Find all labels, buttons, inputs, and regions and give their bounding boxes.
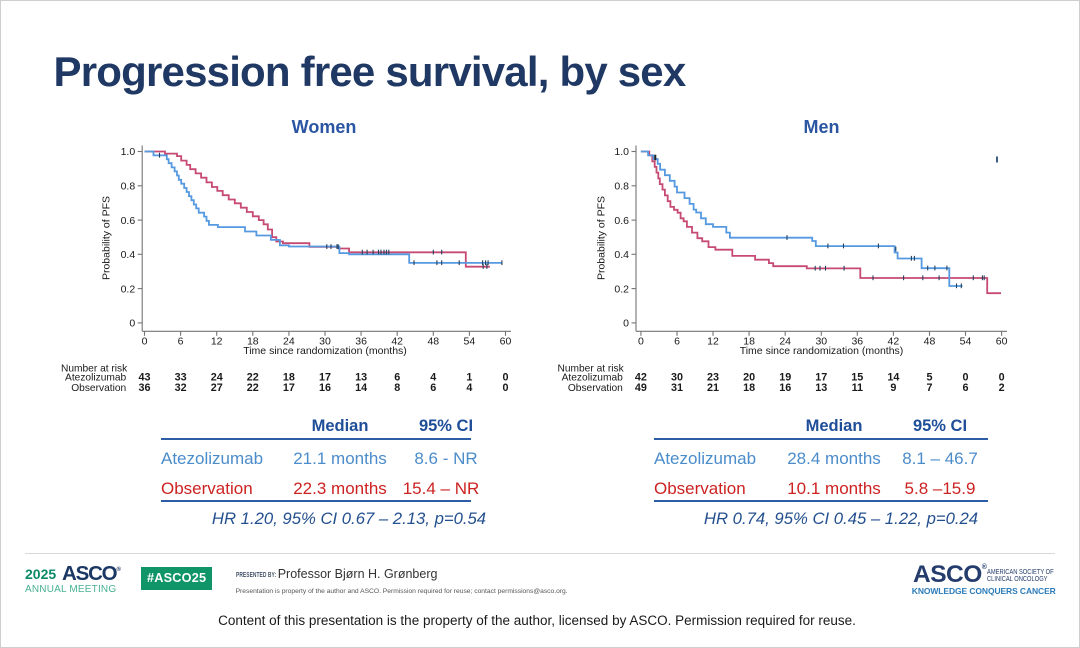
svg-text:4: 4 xyxy=(466,382,472,394)
svg-text:0: 0 xyxy=(623,318,629,330)
svg-text:30: 30 xyxy=(319,336,331,348)
svg-text:0: 0 xyxy=(129,318,135,330)
svg-text:33: 33 xyxy=(175,372,187,384)
svg-text:31: 31 xyxy=(671,382,683,394)
svg-text:48: 48 xyxy=(427,336,439,348)
svg-text:54: 54 xyxy=(960,336,972,348)
svg-text:0: 0 xyxy=(502,382,508,394)
svg-text:0: 0 xyxy=(142,336,148,348)
svg-text:30: 30 xyxy=(815,336,827,348)
svg-text:0.2: 0.2 xyxy=(121,283,136,295)
svg-text:24: 24 xyxy=(283,336,295,348)
svg-text:Number at risk: Number at risk xyxy=(558,363,625,374)
svg-text:Observation: Observation xyxy=(71,383,126,394)
svg-text:17: 17 xyxy=(815,372,827,384)
svg-text:Time since randomization (mont: Time since randomization (months) xyxy=(740,345,904,357)
svg-text:18: 18 xyxy=(743,382,755,394)
svg-text:36: 36 xyxy=(355,336,367,348)
svg-text:16: 16 xyxy=(779,382,791,394)
svg-text:8: 8 xyxy=(394,382,400,394)
svg-text:0.8: 0.8 xyxy=(121,181,136,193)
svg-text:6: 6 xyxy=(430,382,436,394)
svg-text:13: 13 xyxy=(355,372,367,384)
svg-text:0: 0 xyxy=(638,336,644,348)
svg-text:54: 54 xyxy=(464,336,476,348)
svg-text:32: 32 xyxy=(175,382,187,394)
svg-text:0.6: 0.6 xyxy=(614,215,629,227)
svg-text:6: 6 xyxy=(394,372,400,384)
svg-text:16: 16 xyxy=(319,382,331,394)
svg-text:Observation: Observation xyxy=(568,383,623,394)
svg-text:7: 7 xyxy=(926,382,932,394)
svg-text:23: 23 xyxy=(707,372,719,384)
svg-text:6: 6 xyxy=(674,336,680,348)
svg-text:Probability of PFS: Probability of PFS xyxy=(101,196,113,280)
svg-text:12: 12 xyxy=(707,336,719,348)
svg-text:43: 43 xyxy=(138,372,150,384)
svg-text:15: 15 xyxy=(851,372,863,384)
svg-text:18: 18 xyxy=(283,372,295,384)
svg-text:13: 13 xyxy=(815,382,827,394)
svg-text:42: 42 xyxy=(391,336,403,348)
svg-text:0.4: 0.4 xyxy=(614,249,629,261)
svg-text:19: 19 xyxy=(779,372,791,384)
svg-text:22: 22 xyxy=(247,372,259,384)
svg-text:42: 42 xyxy=(635,372,647,384)
svg-text:Time since randomization (mont: Time since randomization (months) xyxy=(243,345,407,357)
svg-text:0: 0 xyxy=(999,372,1005,384)
svg-text:4: 4 xyxy=(430,372,436,384)
svg-text:17: 17 xyxy=(319,372,331,384)
svg-text:27: 27 xyxy=(211,382,223,394)
svg-text:17: 17 xyxy=(283,382,295,394)
svg-text:1.0: 1.0 xyxy=(121,146,136,158)
svg-text:9: 9 xyxy=(890,382,896,394)
svg-text:0: 0 xyxy=(502,372,508,384)
svg-text:24: 24 xyxy=(779,336,791,348)
svg-text:18: 18 xyxy=(743,336,755,348)
svg-text:36: 36 xyxy=(851,336,863,348)
svg-text:0.6: 0.6 xyxy=(121,215,136,227)
svg-text:11: 11 xyxy=(852,382,863,394)
svg-text:6: 6 xyxy=(178,336,184,348)
svg-text:Probability of PFS: Probability of PFS xyxy=(596,196,608,280)
svg-text:0.2: 0.2 xyxy=(614,283,629,295)
svg-text:22: 22 xyxy=(247,382,259,394)
svg-text:36: 36 xyxy=(138,382,150,394)
svg-text:0.4: 0.4 xyxy=(121,249,136,261)
svg-text:1: 1 xyxy=(466,372,472,384)
svg-text:1.0: 1.0 xyxy=(614,146,629,158)
svg-text:14: 14 xyxy=(887,372,899,384)
svg-text:30: 30 xyxy=(671,372,683,384)
svg-text:48: 48 xyxy=(924,336,936,348)
svg-text:5: 5 xyxy=(926,372,932,384)
svg-text:21: 21 xyxy=(707,382,719,394)
svg-text:49: 49 xyxy=(635,382,647,394)
svg-text:0.8: 0.8 xyxy=(614,181,629,193)
svg-text:Atezolizumab: Atezolizumab xyxy=(562,373,623,384)
svg-text:Number at risk: Number at risk xyxy=(61,363,128,374)
svg-text:Atezolizumab: Atezolizumab xyxy=(65,373,126,384)
svg-text:60: 60 xyxy=(500,336,512,348)
svg-text:60: 60 xyxy=(996,336,1008,348)
svg-text:14: 14 xyxy=(355,382,367,394)
svg-text:20: 20 xyxy=(743,372,755,384)
svg-text:18: 18 xyxy=(247,336,259,348)
svg-text:42: 42 xyxy=(888,336,900,348)
svg-text:6: 6 xyxy=(962,382,968,394)
svg-text:0: 0 xyxy=(962,372,968,384)
svg-text:2: 2 xyxy=(999,382,1005,394)
svg-text:12: 12 xyxy=(211,336,223,348)
svg-text:24: 24 xyxy=(211,372,223,384)
